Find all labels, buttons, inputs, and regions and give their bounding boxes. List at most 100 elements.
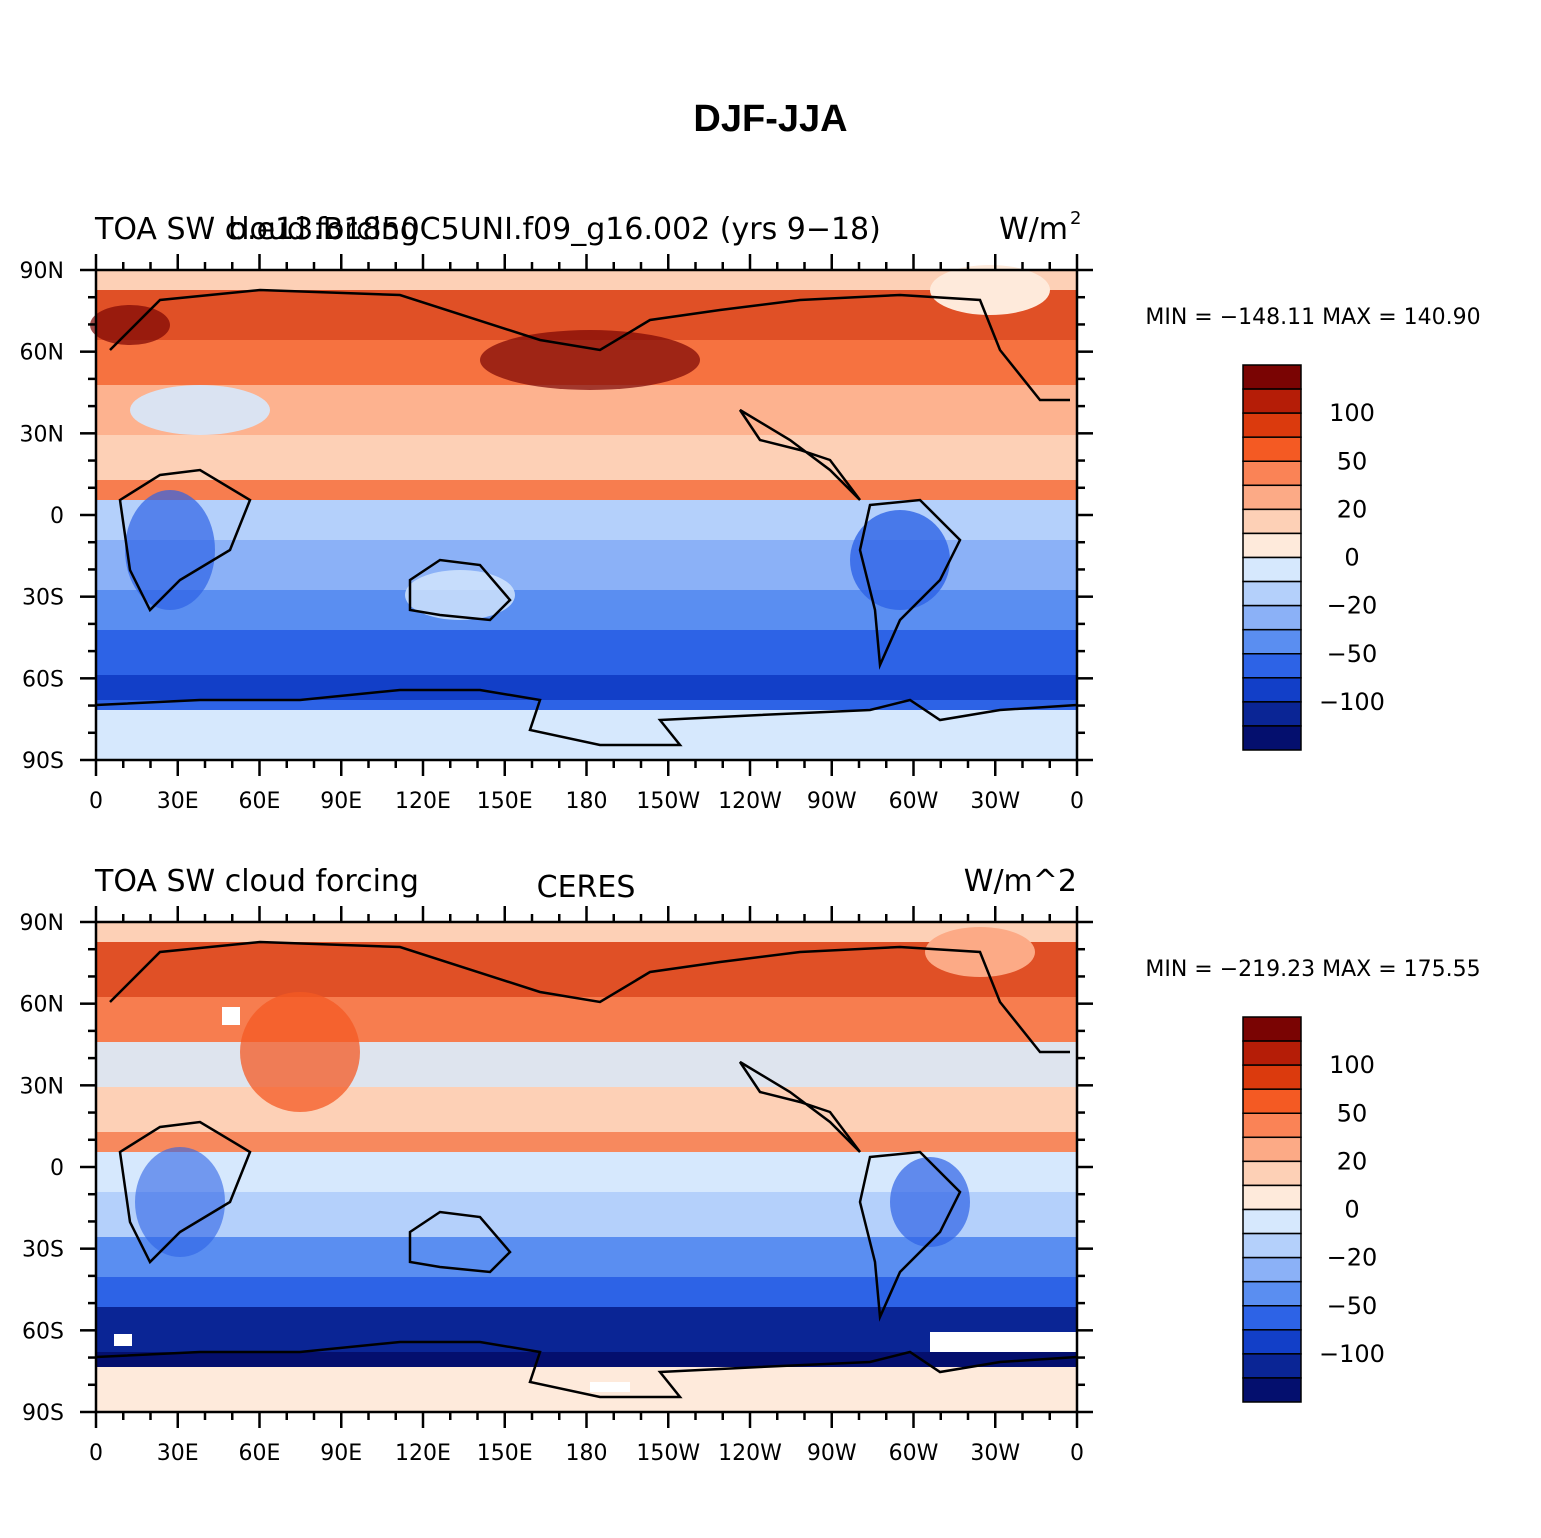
colorbar-swatch xyxy=(1242,412,1302,438)
lat-axis-labels: 90N 60N 30N 0 30S 60S 90S xyxy=(20,259,64,774)
colorbar-swatch xyxy=(1242,1377,1302,1403)
lon-tick-label: 30W xyxy=(970,1441,1020,1466)
colorbar-label: 100 xyxy=(1329,399,1375,427)
colorbar-swatch xyxy=(1242,532,1302,559)
lon-tick-label: 30E xyxy=(157,789,199,814)
lat-tick-label: 60N xyxy=(20,993,64,1018)
colorbar-swatch xyxy=(1242,1016,1302,1042)
lat-tick-label: 60N xyxy=(20,341,64,366)
lon-tick-label: 120W xyxy=(718,789,782,814)
colorbar-label: 50 xyxy=(1337,447,1368,475)
colorbar-swatch xyxy=(1242,1208,1302,1235)
colorbar-swatch xyxy=(1242,653,1302,679)
colorbar-label: −100 xyxy=(1319,1340,1385,1368)
colorbar-swatch xyxy=(1242,508,1302,535)
colorbar-label: 0 xyxy=(1344,1196,1359,1224)
min-max-stats: MIN = −219.23 MAX = 175.55 xyxy=(1145,957,1480,982)
colorbar-swatch xyxy=(1242,1064,1302,1090)
lat-tick-label: 90N xyxy=(20,911,64,936)
colorbar-swatch xyxy=(1242,677,1302,703)
colorbar: 100 50 20 0 −20 −50 −100 xyxy=(1242,1016,1385,1403)
coastlines xyxy=(95,940,1078,1399)
lon-tick-label: 150E xyxy=(477,1441,533,1466)
colorbar-label: 0 xyxy=(1344,544,1359,572)
colorbar-label: −50 xyxy=(1327,1292,1378,1320)
panel-left-title: TOA SW cloud forcing xyxy=(94,864,419,899)
lon-tick-label: 90W xyxy=(807,789,857,814)
panel-case-title: b.e13.B1850C5UNI.f09_g16.002 (yrs 9−18) xyxy=(228,212,881,247)
lon-tick-label: 120E xyxy=(395,1441,451,1466)
colorbar-label: 20 xyxy=(1337,495,1368,523)
lat-tick-label: 90S xyxy=(22,749,64,774)
colorbar-swatch xyxy=(1242,556,1302,583)
lat-tick-label: 30N xyxy=(20,422,64,447)
colorbar-swatch xyxy=(1242,725,1302,751)
colorbar-swatch xyxy=(1242,701,1302,727)
colorbar-label: −100 xyxy=(1319,688,1385,716)
lon-tick-label: 0 xyxy=(1070,1441,1084,1466)
panel-center-title: CERES xyxy=(537,870,636,905)
colorbar-swatch xyxy=(1242,364,1302,390)
lon-tick-label: 0 xyxy=(89,789,103,814)
panel-units: W/m^2 xyxy=(964,864,1077,899)
colorbar-swatch xyxy=(1242,436,1302,462)
axis-ticks xyxy=(80,906,1093,1428)
map-area xyxy=(90,265,1079,762)
colorbar-label: 20 xyxy=(1337,1147,1368,1175)
min-max-stats: MIN = −148.11 MAX = 140.90 xyxy=(1145,305,1480,330)
lon-tick-label: 180 xyxy=(566,1441,608,1466)
colorbar-swatch xyxy=(1242,1280,1302,1307)
lon-tick-label: 60W xyxy=(889,1441,939,1466)
coastlines xyxy=(95,288,1078,747)
colorbar-swatch xyxy=(1242,388,1302,414)
lat-axis-labels: 90N 60N 30N 0 30S 60S 90S xyxy=(20,911,64,1426)
colorbar-swatch xyxy=(1242,1305,1302,1331)
lon-tick-label: 60E xyxy=(239,789,281,814)
lon-tick-label: 0 xyxy=(89,1441,103,1466)
colorbar-swatch xyxy=(1242,1040,1302,1066)
colorbar-label: −50 xyxy=(1327,640,1378,668)
colorbar-swatch xyxy=(1242,460,1302,487)
colorbar-swatch xyxy=(1242,1184,1302,1211)
panel-left-title: TOA SW cloud forcing xyxy=(94,212,419,247)
colorbar-swatch xyxy=(1242,604,1302,631)
lon-tick-label: 150W xyxy=(636,789,700,814)
colorbar-swatch xyxy=(1242,580,1302,607)
page-title: DJF-JJA xyxy=(693,98,848,140)
lon-tick-label: 90E xyxy=(320,789,362,814)
colorbar-label: 100 xyxy=(1329,1051,1375,1079)
panel-observations: TOA SW cloud forcing CERES W/m^2 xyxy=(20,864,1481,1466)
panel-model: TOA SW cloud forcing b.e13.B1850C5UNI.f0… xyxy=(20,208,1481,814)
field-bands xyxy=(96,927,1077,1412)
axis-ticks xyxy=(80,254,1093,776)
lat-tick-label: 60S xyxy=(22,667,64,692)
lon-axis-labels: 0 30E 60E 90E 120E 150E 180 150W 120W 90W 60W 30W 0 xyxy=(89,1441,1084,1466)
lon-tick-label: 150E xyxy=(477,789,533,814)
lon-tick-label: 180 xyxy=(566,789,608,814)
colorbar-label: −20 xyxy=(1327,592,1378,620)
colorbar-swatch xyxy=(1242,1256,1302,1283)
lon-tick-label: 60E xyxy=(239,1441,281,1466)
colorbar-swatch xyxy=(1242,1112,1302,1139)
colorbar-label: 50 xyxy=(1337,1099,1368,1127)
lat-tick-label: 0 xyxy=(50,504,64,529)
lat-tick-label: 30S xyxy=(22,1238,64,1263)
lat-tick-label: 0 xyxy=(50,1156,64,1181)
lon-tick-label: 120E xyxy=(395,789,451,814)
colorbar-swatch xyxy=(1242,1088,1302,1114)
lon-tick-label: 90E xyxy=(320,1441,362,1466)
lon-tick-label: 0 xyxy=(1070,789,1084,814)
lat-tick-label: 90S xyxy=(22,1401,64,1426)
colorbar-swatch xyxy=(1242,484,1302,511)
panel-units-superscript: 2 xyxy=(1070,208,1081,229)
lon-tick-label: 120W xyxy=(718,1441,782,1466)
lat-tick-label: 30N xyxy=(20,1074,64,1099)
panel-units: W/m xyxy=(999,212,1068,247)
colorbar-swatch xyxy=(1242,628,1302,655)
lon-axis-labels: 0 30E 60E 90E 120E 150E 180 150W 120W 90W 60W 30W 0 xyxy=(89,789,1084,814)
lon-tick-label: 30W xyxy=(970,789,1020,814)
colorbar-swatch xyxy=(1242,1232,1302,1259)
map-area xyxy=(94,920,1079,1414)
colorbar-label: −20 xyxy=(1327,1244,1378,1272)
lat-tick-label: 30S xyxy=(22,586,64,611)
